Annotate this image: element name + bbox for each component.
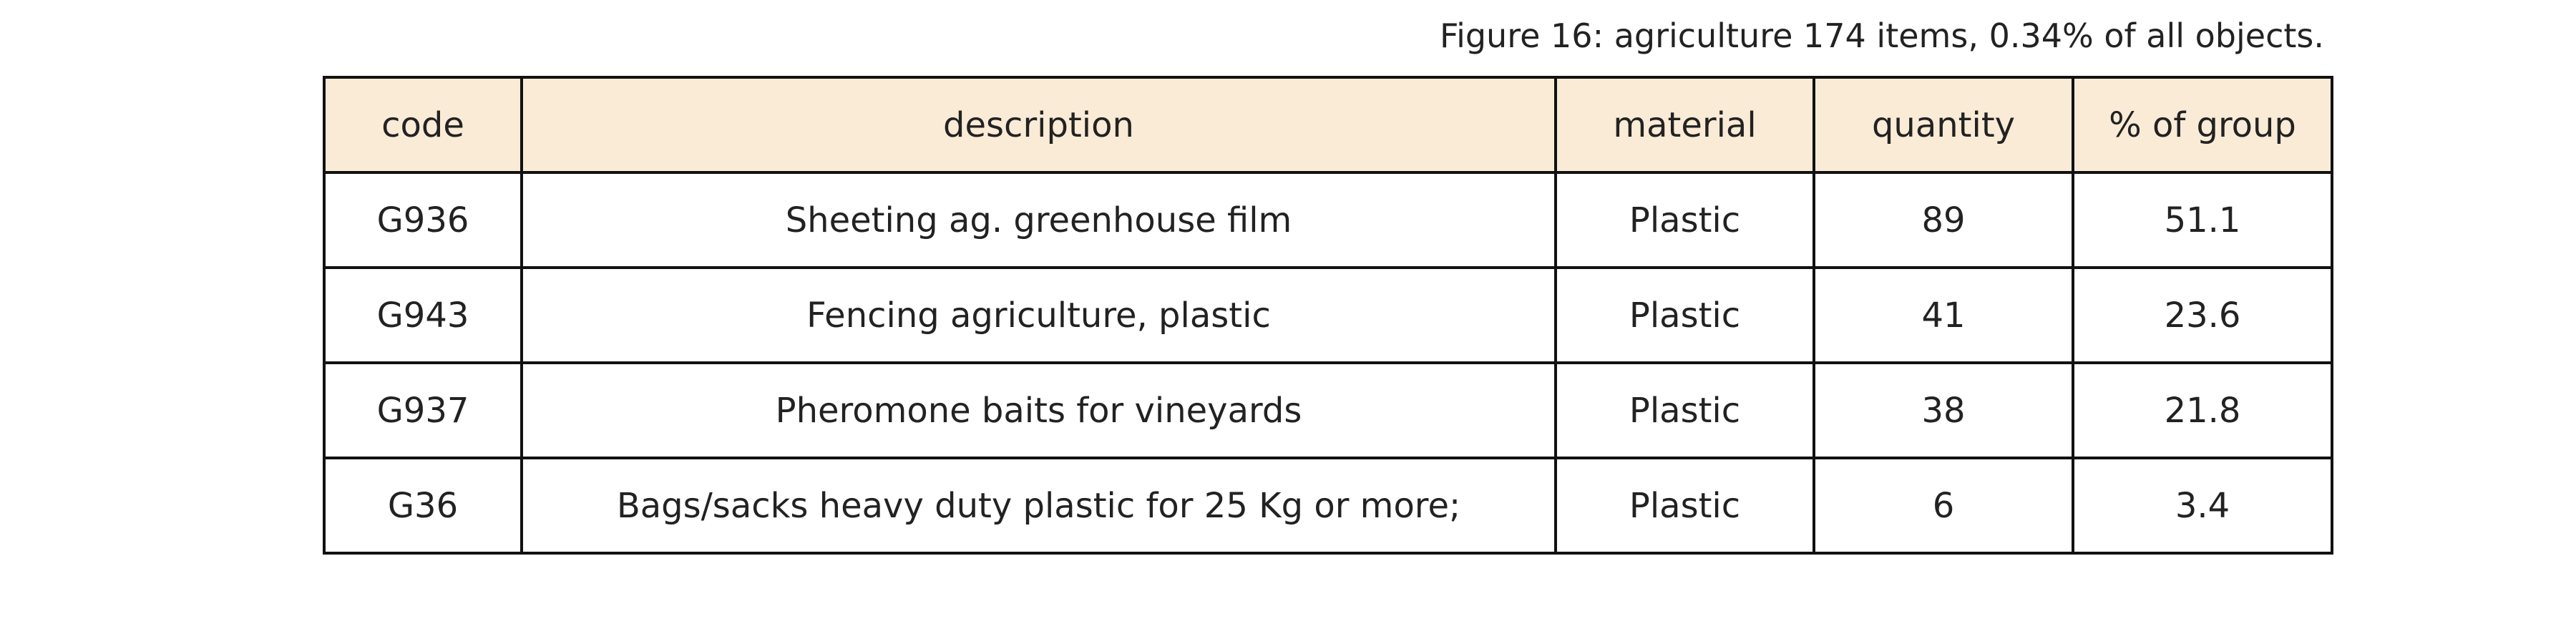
column-header-material: material xyxy=(1554,76,1815,174)
cell-percent-of-group: 23.6 xyxy=(2072,266,2333,364)
cell-percent-of-group: 3.4 xyxy=(2072,457,2333,555)
cell-quantity: 41 xyxy=(1813,266,2074,364)
cell-description: Bags/sacks heavy duty plastic for 25 Kg … xyxy=(520,457,1557,555)
column-header-code: code xyxy=(323,76,523,174)
cell-code: G937 xyxy=(323,361,523,459)
cell-code: G936 xyxy=(323,171,523,269)
table-caption: Figure 16: agriculture 174 items, 0.34% … xyxy=(1439,16,2324,55)
cell-quantity: 38 xyxy=(1813,361,2074,459)
data-table: code description material quantity % of … xyxy=(323,76,2333,555)
column-header-quantity: quantity xyxy=(1813,76,2074,174)
table-row: G937 Pheromone baits for vineyards Plast… xyxy=(323,361,2333,459)
cell-code: G943 xyxy=(323,266,523,364)
cell-material: Plastic xyxy=(1554,266,1815,364)
cell-code: G36 xyxy=(323,457,523,555)
cell-description: Sheeting ag. greenhouse film xyxy=(520,171,1557,269)
cell-description: Pheromone baits for vineyards xyxy=(520,361,1557,459)
cell-percent-of-group: 51.1 xyxy=(2072,171,2333,269)
cell-quantity: 89 xyxy=(1813,171,2074,269)
table-row: G936 Sheeting ag. greenhouse film Plasti… xyxy=(323,171,2333,269)
cell-material: Plastic xyxy=(1554,361,1815,459)
column-header-percent-of-group: % of group xyxy=(2072,76,2333,174)
column-header-description: description xyxy=(520,76,1557,174)
cell-description: Fencing agriculture, plastic xyxy=(520,266,1557,364)
cell-material: Plastic xyxy=(1554,171,1815,269)
table-row: G943 Fencing agriculture, plastic Plasti… xyxy=(323,266,2333,364)
cell-quantity: 6 xyxy=(1813,457,2074,555)
cell-percent-of-group: 21.8 xyxy=(2072,361,2333,459)
cell-material: Plastic xyxy=(1554,457,1815,555)
header-row: code description material quantity % of … xyxy=(323,76,2333,174)
table-row: G36 Bags/sacks heavy duty plastic for 25… xyxy=(323,457,2333,555)
